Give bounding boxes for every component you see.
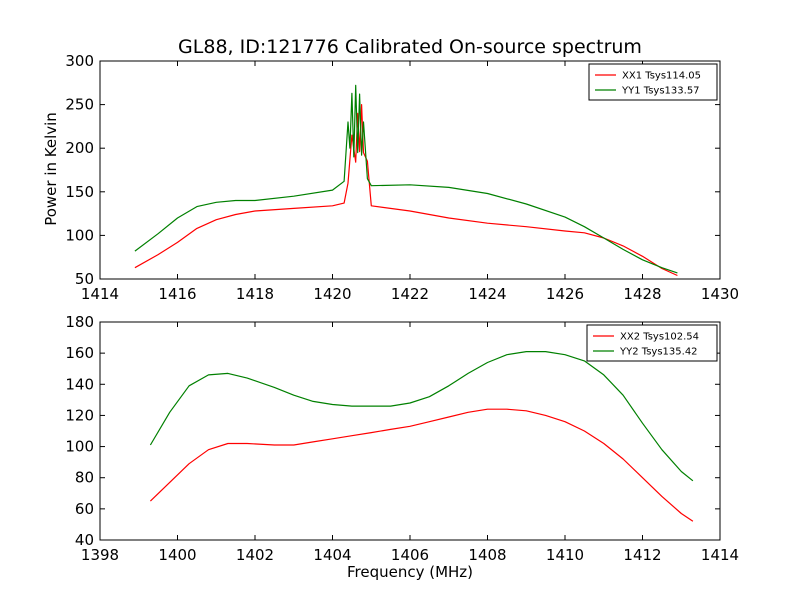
y-tick-label: 160: [65, 344, 94, 362]
x-axis-label: Frequency (MHz): [347, 563, 473, 581]
legend-box: [588, 63, 718, 101]
x-tick-label: 1406: [391, 546, 429, 564]
figure-title: GL88, ID:121776 Calibrated On-source spe…: [178, 36, 642, 58]
x-tick-label: 1422: [391, 285, 429, 303]
x-tick-label: 1418: [236, 285, 274, 303]
x-tick-label: 1408: [468, 546, 506, 564]
x-tick-label: 1400: [158, 546, 196, 564]
y-tick-label: 200: [65, 139, 94, 157]
x-tick-label: 1426: [546, 285, 584, 303]
y-tick-label: 150: [65, 183, 94, 201]
y-tick-label: 140: [65, 375, 94, 393]
x-tick-label: 1416: [158, 285, 196, 303]
x-tick-label: 1424: [468, 285, 506, 303]
x-tick-label: 1430: [701, 285, 739, 303]
y-tick-label: 50: [75, 270, 94, 288]
x-tick-label: 1412: [623, 546, 661, 564]
legend-label: YY1 Tsys133.57: [621, 86, 700, 97]
y-tick-label: 80: [75, 469, 94, 487]
x-tick-label: 1402: [236, 546, 274, 564]
y-tick-label: 100: [65, 438, 94, 456]
bottom-plot: 1398 1400 1402 1404 1406 1408 1410 1412 1414 40 60…: [65, 313, 739, 564]
x-tick-label: 1428: [623, 285, 661, 303]
series-line-2: [134, 84, 678, 274]
y-tick-label: 120: [65, 406, 94, 424]
y-tick-label: 250: [65, 96, 94, 114]
top-plot: 1414 1416 1418 1420 1422 1424 1426 1428 1430 50 10…: [65, 52, 739, 303]
legend-label: XX2 Tsys102.54: [620, 332, 699, 343]
y-tick-label: 100: [65, 226, 94, 244]
y-axis-label: Power in Kelvin: [42, 112, 60, 226]
x-tick-label: 1414: [701, 546, 739, 564]
y-tick-label: 40: [75, 531, 94, 549]
series-line-2: [149, 351, 694, 482]
x-tick-label: 1404: [313, 546, 351, 564]
series-line-1: [149, 408, 694, 522]
y-tick-label: 180: [65, 313, 94, 331]
x-tick-label: 1414: [81, 285, 119, 303]
legend-label: XX1 Tsys114.05: [622, 71, 701, 82]
legend-label: YY2 Tsys135.42: [619, 347, 698, 358]
x-tick-label: 1398: [81, 546, 119, 564]
series-line-1: [134, 104, 678, 277]
x-tick-label: 1420: [313, 285, 351, 303]
x-tick-label: 1410: [546, 546, 584, 564]
legend-box: [586, 324, 718, 362]
y-tick-label: 300: [65, 52, 94, 70]
y-tick-label: 60: [75, 500, 94, 518]
